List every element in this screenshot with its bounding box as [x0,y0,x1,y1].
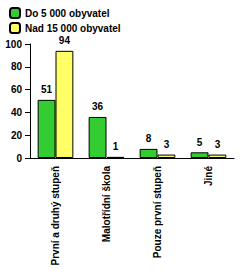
svg-text:Jiné: Jiné [203,166,214,186]
svg-text:Nad 15 000 obyvatel: Nad 15 000 obyvatel [25,23,121,34]
svg-text:3: 3 [164,139,170,150]
svg-text:8: 8 [146,133,152,144]
svg-text:5: 5 [197,137,203,148]
svg-text:3: 3 [215,139,221,150]
svg-text:První a druhý stupeň: První a druhý stupeň [50,166,61,265]
svg-text:20: 20 [11,130,23,141]
svg-text:36: 36 [92,101,104,112]
svg-text:0: 0 [16,153,22,164]
svg-text:1: 1 [113,141,119,152]
svg-text:94: 94 [59,35,71,46]
svg-text:Do 5 000 obyvatel: Do 5 000 obyvatel [25,8,110,19]
svg-text:40: 40 [11,107,23,118]
svg-text:80: 80 [11,61,23,72]
svg-text:60: 60 [11,84,23,95]
svg-text:51: 51 [41,84,53,95]
svg-text:Malotřídní škola: Malotřídní škola [101,166,112,243]
svg-text:100: 100 [5,39,22,50]
svg-text:Pouze první stupeň: Pouze první stupeň [152,166,163,258]
